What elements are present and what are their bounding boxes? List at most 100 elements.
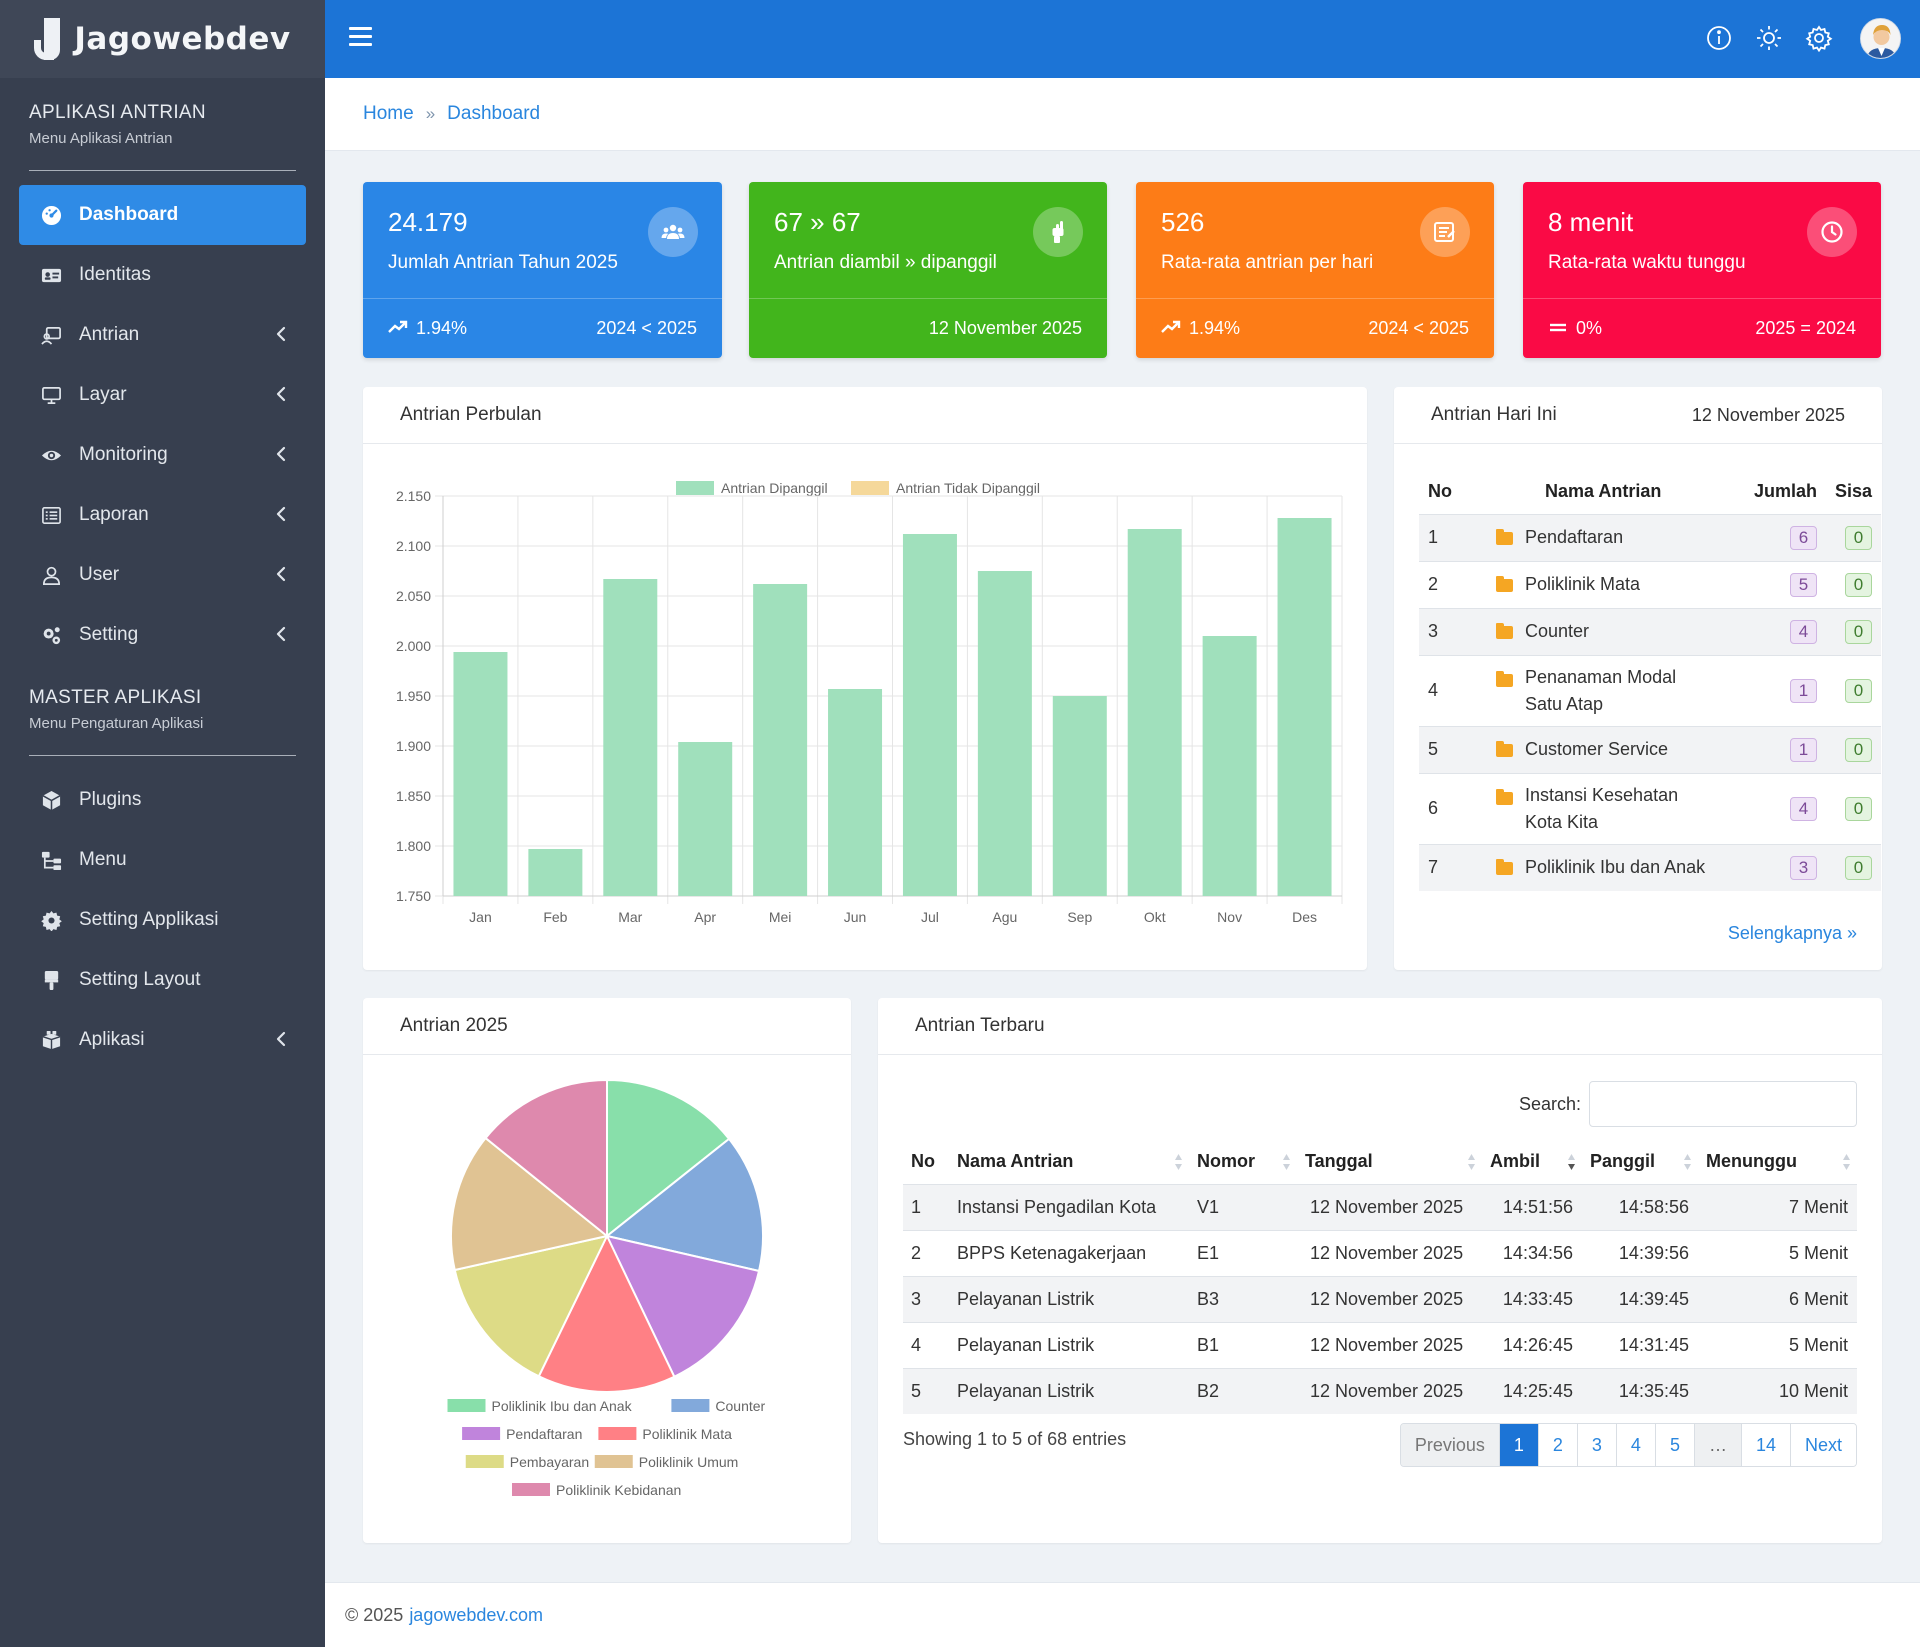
chevron-left-icon: [274, 385, 288, 409]
table-row[interactable]: 1 Pendaftaran 6 0: [1419, 513, 1881, 561]
chevron-left-icon: [274, 505, 288, 529]
pie-slice[interactable]: [604, 1137, 764, 1273]
legend-label: Poliklinik Mata: [642, 1426, 732, 1442]
table-row[interactable]: 4 Pelayanan Listrik B1 12 November 2025 14:2…: [903, 1321, 1857, 1368]
row-no: 2: [1419, 560, 1485, 608]
table-row[interactable]: 2 Poliklinik Mata 5 0: [1419, 560, 1881, 608]
page-4[interactable]: 4: [1616, 1424, 1656, 1466]
bar[interactable]: [902, 534, 957, 896]
page-2[interactable]: 2: [1538, 1424, 1578, 1466]
sidebar-item-identitas[interactable]: Identitas: [19, 245, 306, 305]
page-5[interactable]: 5: [1655, 1424, 1695, 1466]
pie-slice[interactable]: [453, 1234, 609, 1378]
stat-card[interactable]: 67 » 67 Antrian diambil » dipanggil 12 Nov…: [749, 182, 1107, 358]
col-header-ambil[interactable]: Ambil: [1482, 1140, 1582, 1184]
bar[interactable]: [977, 571, 1032, 896]
sidebar-item-aplikasi[interactable]: Aplikasi: [19, 1010, 306, 1070]
pie-slice[interactable]: [450, 1136, 610, 1272]
breadcrumb-current[interactable]: Dashboard: [447, 103, 541, 124]
row-menunggu: 5 Menit: [1698, 1229, 1857, 1276]
pie-slice[interactable]: [484, 1078, 608, 1239]
sidebar-item-setting[interactable]: Setting: [19, 605, 306, 665]
footer-link[interactable]: jagowebdev.com: [409, 1604, 544, 1625]
row-tanggal: 12 November 2025: [1297, 1229, 1482, 1276]
table-row[interactable]: 2 BPPS Ketenagakerjaan E1 12 November 2025 1…: [903, 1229, 1857, 1276]
search-input[interactable]: [1589, 1081, 1857, 1127]
legend-item[interactable]: Poliklinik Umum: [594, 1454, 739, 1470]
gear-icon[interactable]: [1805, 24, 1833, 53]
pie-slice[interactable]: [605, 1234, 761, 1379]
legend-swatch: [671, 1399, 710, 1412]
next-button[interactable]: Next: [1790, 1424, 1856, 1466]
col-header-nomor[interactable]: Nomor: [1189, 1140, 1297, 1184]
col-header-tanggal[interactable]: Tanggal: [1297, 1140, 1482, 1184]
pie-slice[interactable]: [606, 1078, 731, 1239]
legend-item[interactable]: Antrian Dipanggil: [676, 480, 828, 496]
pie-slice[interactable]: [537, 1233, 676, 1393]
bar[interactable]: [528, 849, 583, 896]
jumlah-badge: 6: [1790, 525, 1817, 550]
page-3[interactable]: 3: [1577, 1424, 1617, 1466]
legend-item[interactable]: Antrian Tidak Dipanggil: [851, 480, 1040, 496]
menu-icon[interactable]: [349, 27, 372, 47]
avatar[interactable]: [1860, 18, 1901, 59]
table-row[interactable]: 1 Instansi Pengadilan Kota V1 12 November 2…: [903, 1183, 1857, 1230]
sidebar-item-antrian[interactable]: Antrian: [19, 305, 306, 365]
sidebar-item-laporan[interactable]: Laporan: [19, 485, 306, 545]
row-name: BPPS Ketenagakerjaan: [949, 1229, 1189, 1276]
legend-item[interactable]: Pembayaran: [465, 1454, 589, 1470]
row-name-cell: Pendaftaran: [1485, 513, 1737, 561]
sidebar-item-user[interactable]: User: [19, 545, 306, 605]
chevron-left-icon: [274, 565, 288, 589]
sidebar-item-dashboard[interactable]: Dashboard: [19, 185, 306, 245]
x-tick-label: Mar: [618, 909, 642, 925]
legend-item[interactable]: Pendaftaran: [462, 1426, 582, 1442]
bar[interactable]: [678, 742, 733, 896]
sidebar-item-plugins[interactable]: Plugins: [19, 770, 306, 830]
table-row[interactable]: 5 Pelayanan Listrik B2 12 November 2025 14:2…: [903, 1367, 1857, 1414]
legend-item[interactable]: Poliklinik Ibu dan Anak: [447, 1398, 633, 1414]
bar[interactable]: [603, 579, 658, 896]
page-ellipsis: …: [1694, 1424, 1742, 1466]
brand[interactable]: Jagowebdev: [0, 0, 325, 78]
bar[interactable]: [753, 584, 808, 896]
row-sisa-cell: 0: [1825, 725, 1881, 773]
bar[interactable]: [828, 689, 883, 896]
sidebar-item-setting-applikasi[interactable]: Setting Applikasi: [19, 890, 306, 950]
col-header-menunggu[interactable]: Menunggu: [1698, 1140, 1857, 1184]
col-header-nama-antrian[interactable]: Nama Antrian: [949, 1140, 1189, 1184]
table-row[interactable]: 3 Pelayanan Listrik B3 12 November 2025 14:3…: [903, 1275, 1857, 1322]
bar[interactable]: [1277, 518, 1332, 896]
bar[interactable]: [1202, 636, 1257, 896]
info-icon[interactable]: [1705, 24, 1733, 52]
breadcrumb-home[interactable]: Home: [363, 103, 414, 124]
table-row[interactable]: 5 Customer Service 1 0: [1419, 725, 1881, 773]
row-menunggu: 6 Menit: [1698, 1275, 1857, 1322]
y-tick-label: 2.000: [396, 638, 431, 654]
table-row[interactable]: 7 Poliklinik Ibu dan Anak 3 0: [1419, 843, 1881, 891]
sidebar-item-layar[interactable]: Layar: [19, 365, 306, 425]
legend-item[interactable]: Counter: [671, 1398, 766, 1414]
sidebar-item-monitoring[interactable]: Monitoring: [19, 425, 306, 485]
table-row[interactable]: 6 Instansi Kesehatan Kota Kita 4 0: [1419, 772, 1881, 844]
stat-card[interactable]: 8 menit Rata-rata waktu tunggu 0% 2025 = 20…: [1523, 182, 1881, 358]
sun-icon[interactable]: [1755, 24, 1783, 52]
sidebar-item-menu[interactable]: Menu: [19, 830, 306, 890]
more-link[interactable]: Selengkapnya »: [1727, 923, 1857, 943]
page-1[interactable]: 1: [1499, 1424, 1539, 1466]
sidebar-item-label: User: [79, 564, 120, 585]
bar[interactable]: [1127, 529, 1182, 896]
stat-card[interactable]: 24.179 Jumlah Antrian Tahun 2025 1.94% 2024…: [363, 182, 722, 358]
previous-button[interactable]: Previous: [1400, 1424, 1500, 1466]
legend-item[interactable]: Poliklinik Mata: [598, 1426, 732, 1442]
col-header-panggil[interactable]: Panggil: [1582, 1140, 1698, 1184]
legend-item[interactable]: Poliklinik Kebidanan: [512, 1482, 681, 1498]
table-row[interactable]: 4 Penanaman Modal Satu Atap 1 0: [1419, 654, 1881, 726]
stat-card[interactable]: 526 Rata-rata antrian per hari 1.94% 2024 <…: [1136, 182, 1494, 358]
page-14[interactable]: 14: [1741, 1424, 1791, 1466]
bar[interactable]: [1052, 696, 1107, 896]
row-sisa-cell: 0: [1825, 654, 1881, 726]
bar[interactable]: [453, 652, 508, 896]
sidebar-item-setting-layout[interactable]: Setting Layout: [19, 950, 306, 1010]
table-row[interactable]: 3 Counter 4 0: [1419, 607, 1881, 655]
